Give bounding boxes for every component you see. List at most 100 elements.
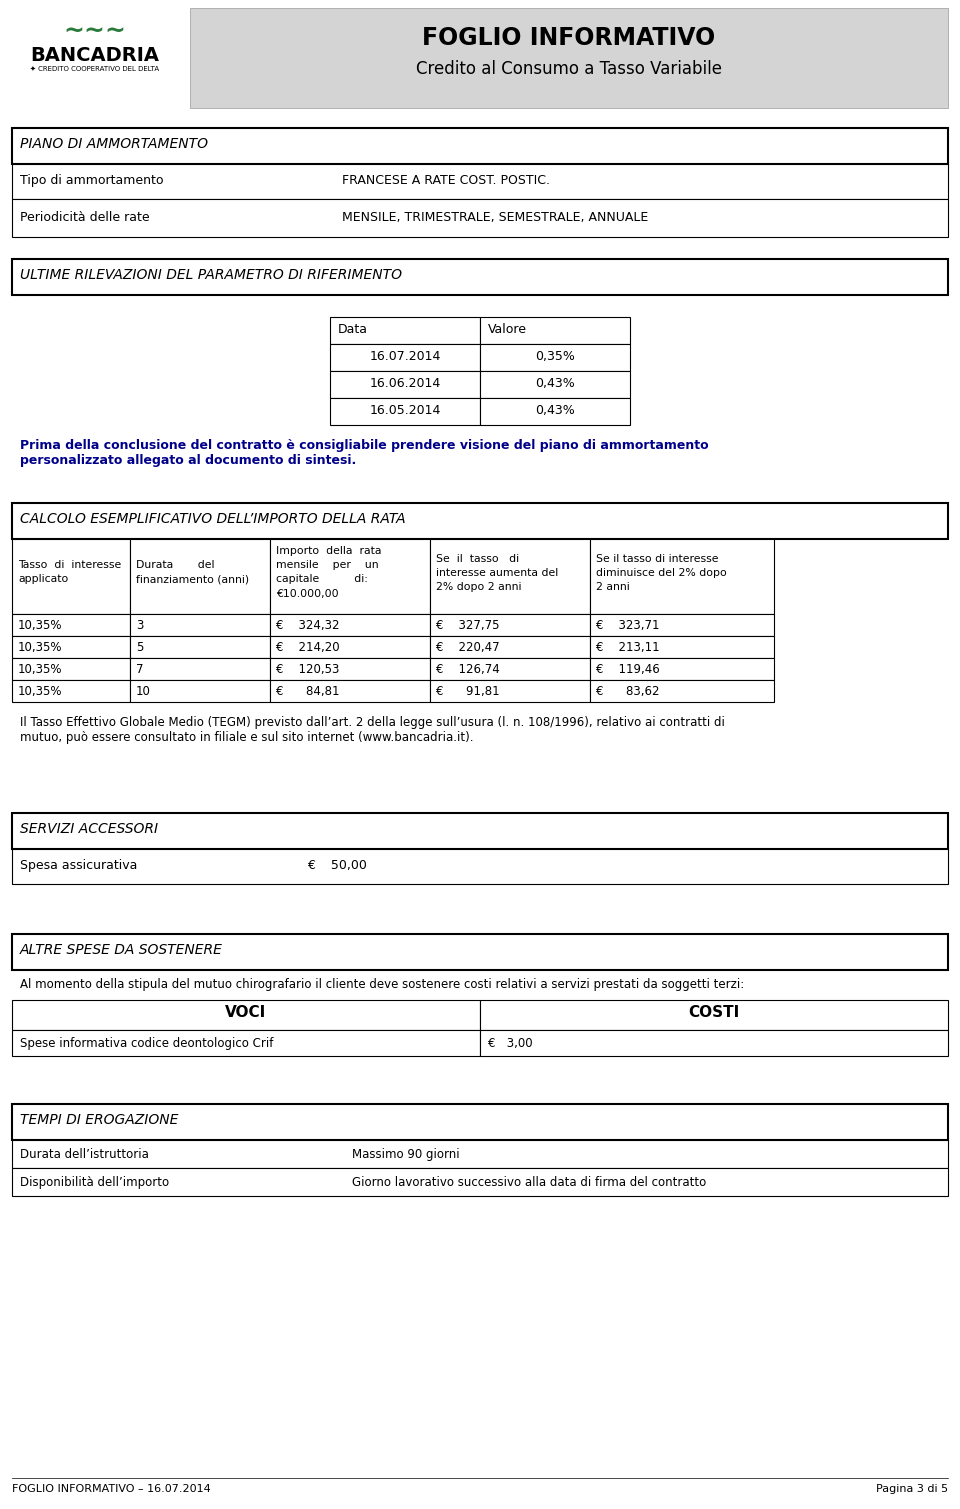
Bar [12, 813, 948, 850]
Text: Durata dell’istruttoria: Durata dell’istruttoria [20, 1148, 149, 1160]
Bar [330, 398, 480, 426]
Text: ∼∼∼: ∼∼∼ [63, 20, 127, 44]
Text: 2 anni: 2 anni [596, 581, 630, 592]
Text: ALTRE SPESE DA SOSTENERE: ALTRE SPESE DA SOSTENERE [20, 943, 223, 957]
Bar [590, 635, 774, 658]
Text: Credito al Consumo a Tasso Variabile: Credito al Consumo a Tasso Variabile [416, 60, 722, 78]
Text: 2% dopo 2 anni: 2% dopo 2 anni [436, 581, 521, 592]
Bar [130, 658, 270, 681]
Bar [430, 681, 590, 702]
Bar [12, 199, 948, 237]
Bar [590, 658, 774, 681]
Text: 0,43%: 0,43% [535, 377, 575, 389]
Bar [12, 539, 130, 614]
Bar [130, 539, 270, 614]
Bar [130, 614, 270, 635]
Bar [480, 398, 630, 426]
Text: Pagina 3 di 5: Pagina 3 di 5 [876, 1483, 948, 1494]
Bar [270, 539, 430, 614]
Bar [480, 317, 630, 344]
Bar [590, 539, 774, 614]
Text: finanziamento (anni): finanziamento (anni) [136, 575, 250, 584]
Text: €    120,53: € 120,53 [276, 662, 340, 676]
Text: PIANO DI AMMORTAMENTO: PIANO DI AMMORTAMENTO [20, 137, 208, 151]
Text: €    214,20: € 214,20 [276, 641, 340, 653]
Text: Prima della conclusione del contratto è consigliabile prendere visione del piano: Prima della conclusione del contratto è … [20, 439, 708, 466]
Text: Data: Data [338, 323, 368, 337]
Text: Valore: Valore [488, 323, 527, 337]
Text: 10,35%: 10,35% [18, 619, 62, 632]
Bar [430, 539, 590, 614]
Bar [270, 658, 430, 681]
Text: 16.05.2014: 16.05.2014 [370, 404, 441, 416]
Text: SERVIZI ACCESSORI: SERVIZI ACCESSORI [20, 822, 158, 836]
Text: Massimo 90 giorni: Massimo 90 giorni [352, 1148, 460, 1160]
Bar [270, 635, 430, 658]
Bar [330, 317, 480, 344]
Text: Tipo di ammortamento: Tipo di ammortamento [20, 174, 163, 187]
Bar [12, 1168, 948, 1197]
Text: ULTIME RILEVAZIONI DEL PARAMETRO DI RIFERIMENTO: ULTIME RILEVAZIONI DEL PARAMETRO DI RIFE… [20, 269, 402, 282]
Text: Se il tasso di interesse: Se il tasso di interesse [596, 554, 718, 563]
Bar [12, 658, 130, 681]
Text: BANCADRIA: BANCADRIA [31, 45, 159, 65]
Text: 10: 10 [136, 685, 151, 699]
Text: 0,35%: 0,35% [535, 350, 575, 364]
Text: 10,35%: 10,35% [18, 641, 62, 653]
Bar [12, 850, 948, 884]
Bar [270, 681, 430, 702]
Text: €10.000,00: €10.000,00 [276, 589, 339, 599]
Text: mensile    per    un: mensile per un [276, 560, 378, 570]
Bar [12, 502, 948, 539]
Text: Spese informativa codice deontologico Crif: Spese informativa codice deontologico Cr… [20, 1037, 274, 1050]
Text: MENSILE, TRIMESTRALE, SEMESTRALE, ANNUALE: MENSILE, TRIMESTRALE, SEMESTRALE, ANNUAL… [342, 211, 648, 223]
Text: Durata       del: Durata del [136, 560, 214, 570]
Text: Disponibilità dell’importo: Disponibilità dell’importo [20, 1176, 169, 1189]
Text: 16.07.2014: 16.07.2014 [370, 350, 441, 364]
Text: Il Tasso Effettivo Globale Medio (TEGM) previsto dall’art. 2 della legge sull’us: Il Tasso Effettivo Globale Medio (TEGM) … [20, 715, 725, 744]
Text: CALCOLO ESEMPLIFICATIVO DELL’IMPORTO DELLA RATA: CALCOLO ESEMPLIFICATIVO DELL’IMPORTO DEL… [20, 512, 406, 527]
Text: interesse aumenta del: interesse aumenta del [436, 567, 559, 578]
Text: 5: 5 [136, 641, 143, 653]
Bar [430, 658, 590, 681]
Bar [430, 635, 590, 658]
Text: 3: 3 [136, 619, 143, 632]
Bar [480, 1000, 948, 1031]
Text: 10,35%: 10,35% [18, 662, 62, 676]
Text: TEMPI DI EROGAZIONE: TEMPI DI EROGAZIONE [20, 1114, 179, 1127]
Bar [270, 614, 430, 635]
Text: 0,43%: 0,43% [535, 404, 575, 416]
Text: diminuisce del 2% dopo: diminuisce del 2% dopo [596, 567, 727, 578]
Bar [480, 371, 630, 398]
Text: €    126,74: € 126,74 [436, 662, 500, 676]
Text: €    220,47: € 220,47 [436, 641, 499, 653]
Bar [12, 614, 130, 635]
Bar [130, 681, 270, 702]
Text: Importo  della  rata: Importo della rata [276, 546, 381, 557]
Text: FOGLIO INFORMATIVO: FOGLIO INFORMATIVO [422, 26, 715, 50]
Bar [590, 614, 774, 635]
Bar [12, 1105, 948, 1139]
Bar [480, 1031, 948, 1056]
Text: ✦ CREDITO COOPERATIVO DEL DELTA: ✦ CREDITO COOPERATIVO DEL DELTA [31, 66, 159, 72]
Bar [330, 344, 480, 371]
Bar [12, 1000, 480, 1031]
Text: Se  il  tasso   di: Se il tasso di [436, 554, 519, 563]
Text: Spesa assicurativa: Spesa assicurativa [20, 859, 137, 872]
Bar [190, 8, 948, 109]
Bar [12, 681, 130, 702]
Bar [12, 1139, 948, 1168]
Text: 16.06.2014: 16.06.2014 [370, 377, 441, 389]
Text: 10,35%: 10,35% [18, 685, 62, 699]
Text: FOGLIO INFORMATIVO – 16.07.2014: FOGLIO INFORMATIVO – 16.07.2014 [12, 1483, 211, 1494]
Bar [480, 344, 630, 371]
Bar [590, 681, 774, 702]
Text: €      91,81: € 91,81 [436, 685, 499, 699]
Bar [130, 635, 270, 658]
Text: FRANCESE A RATE COST. POSTIC.: FRANCESE A RATE COST. POSTIC. [342, 174, 550, 187]
Bar [12, 260, 948, 294]
Text: Al momento della stipula del mutuo chirografario il cliente deve sostenere costi: Al momento della stipula del mutuo chiro… [20, 978, 744, 991]
Bar [12, 164, 948, 199]
Bar [12, 1031, 480, 1056]
Text: €      83,62: € 83,62 [596, 685, 660, 699]
